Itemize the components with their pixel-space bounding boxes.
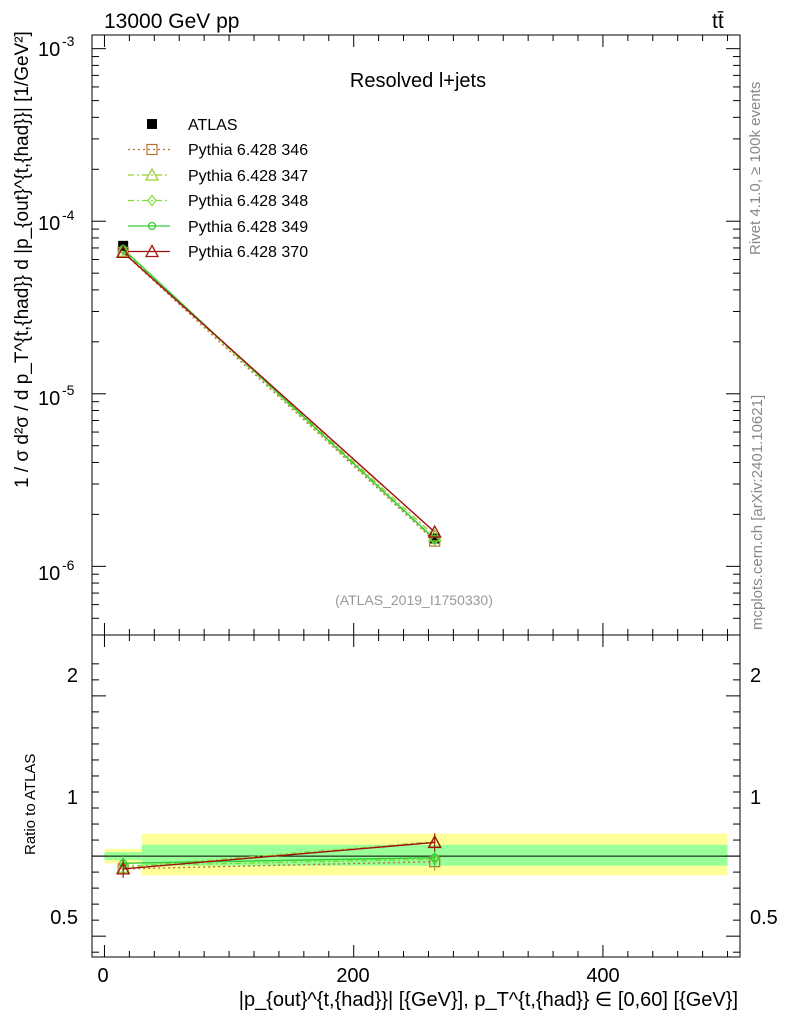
main-series-group: [116, 240, 442, 547]
legend-label: Pythia 6.428 348: [188, 193, 308, 210]
xtick-label: 0: [97, 965, 108, 987]
mcplots-label: mcplots.cern.ch [arXiv:2401.10621]: [749, 394, 766, 630]
ratio-uncertainty-bands: [92, 833, 740, 876]
legend-marker: [144, 167, 160, 181]
rivet-version-label: Rivet 4.1.0, ≥ 100k events: [747, 81, 764, 255]
x-axis-label: |p_{out}^{t,{had}}| [{GeV}], p_T^{t,{had…: [239, 989, 738, 1011]
legend-label: Pythia 6.428 370: [188, 244, 308, 261]
ytick-label-exponent: -6: [62, 557, 75, 573]
analysis-watermark: (ATLAS_2019_I1750330): [335, 592, 493, 608]
ratio-ytick-label-right: 2: [750, 665, 761, 687]
legend-marker: [147, 221, 157, 231]
legend-marker: [147, 119, 157, 129]
ratio-axis-ticks: [92, 635, 740, 957]
legend: ATLAS Pythia 6.428 346 Pythia 6.428 347 …: [128, 117, 308, 261]
data-point-ATLAS: [429, 533, 440, 544]
data-point-Pythia 6.428 348: [429, 534, 440, 547]
legend-label: Pythia 6.428 346: [188, 142, 308, 159]
ratio-ytick-label-right: 0.5: [750, 907, 778, 929]
legend-label: Pythia 6.428 347: [188, 168, 308, 185]
main-ytick-labels: 10 -3 10 -4 10 -5 10 -6: [38, 33, 75, 585]
data-point-Pythia 6.428 370: [427, 524, 442, 538]
process-label: tt̄: [712, 10, 724, 33]
ratio-line-Pythia 6.428 370: [123, 841, 435, 870]
legend-marker: [147, 194, 157, 207]
legend-marker: [146, 143, 158, 156]
data-point-Pythia 6.428 349: [430, 534, 439, 544]
plot-title: Resolved l+jets: [350, 70, 486, 92]
ratio-line-Pythia 6.428 346: [123, 860, 435, 870]
energy-label: 13000 GeV pp: [104, 10, 239, 33]
series-line-Pythia 6.428 349: [122, 248, 436, 540]
xtick-label: 200: [336, 965, 369, 987]
xtick-labels: 0 200 400: [97, 965, 619, 987]
legend-label: Pythia 6.428 349: [188, 219, 308, 236]
ytick-label-base: 10: [38, 563, 60, 585]
ratio-line-Pythia 6.428 349: [123, 856, 435, 864]
data-point-Pythia 6.428 348: [118, 244, 128, 257]
ytick-label-base: 10: [38, 39, 60, 61]
ratio-point-Pythia 6.428 370: [116, 861, 131, 875]
ratio-ytick-label-right: 1: [750, 787, 761, 809]
ratio-point-Pythia 6.428 370: [427, 835, 442, 849]
ratio-ytick-label: 1: [67, 787, 78, 809]
ratio-series-group: [116, 832, 442, 878]
legend-marker: [144, 244, 160, 258]
series-line-Pythia 6.428 346: [122, 251, 436, 542]
y-axis-label: 1 / σ d²σ / d p_T^{t,{had}} d |p_{out}^{…: [12, 31, 33, 488]
series-line-Pythia 6.428 370: [122, 251, 436, 533]
ratio-point-Pythia 6.428 349: [430, 853, 439, 862]
ratio-y-axis-label: Ratio to ATLAS: [22, 753, 39, 855]
main-axis-ticks: [92, 35, 740, 636]
data-point-Pythia 6.428 347: [427, 528, 442, 542]
ratio-ytick-label: 0.5: [50, 907, 78, 929]
data-point-Pythia 6.428 370: [116, 245, 131, 259]
ytick-label-exponent: -3: [62, 33, 75, 49]
ytick-label-base: 10: [38, 213, 60, 235]
ytick-label-base: 10: [38, 388, 60, 410]
ytick-label-exponent: -4: [62, 207, 75, 223]
ratio-plot-frame: [91, 634, 741, 958]
xtick-label: 400: [586, 965, 619, 987]
legend-label: ATLAS: [188, 117, 238, 134]
ratio-ytick-label: 2: [67, 665, 78, 687]
ytick-label-exponent: -5: [62, 382, 75, 398]
ratio-ytick-labels: 2 1 0.5 2 1 0.5: [50, 665, 778, 929]
